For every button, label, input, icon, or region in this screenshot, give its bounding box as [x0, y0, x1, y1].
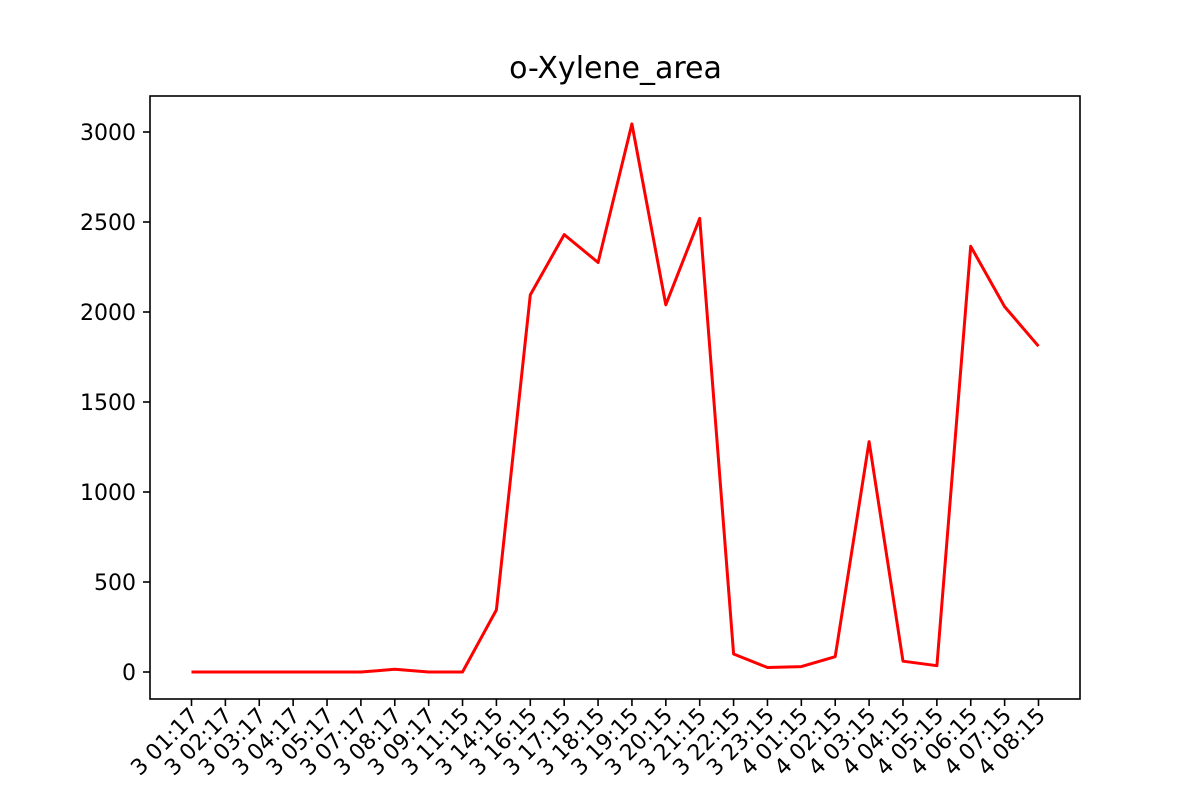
x-axis: 3 01:173 02:173 03:173 04:173 05:173 07:…: [126, 699, 1051, 781]
chart-title: o-Xylene_area: [509, 51, 722, 86]
series-line: [191, 122, 1040, 674]
y-tick-label: 2000: [80, 301, 136, 326]
y-axis: 0 500 1000 1500 2000 2500 3000: [80, 121, 150, 686]
y-tick-label: 3000: [80, 121, 136, 146]
y-tick-label: 0: [122, 661, 136, 686]
axes-frame: [149, 95, 1081, 700]
y-tick-label: 1000: [80, 481, 136, 506]
plot-area: [191, 122, 1040, 674]
y-tick-label: 500: [94, 571, 136, 596]
y-tick-label: 2500: [80, 211, 136, 236]
y-tick-label: 1500: [80, 391, 136, 416]
